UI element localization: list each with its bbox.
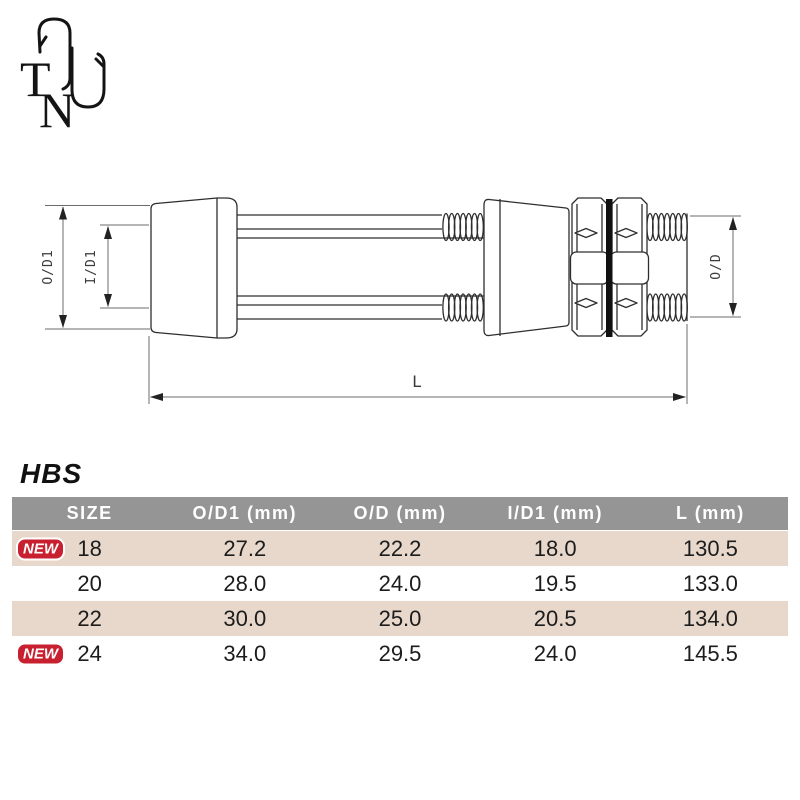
od1-value: 34.0 <box>223 640 267 666</box>
dimension-id1-label: I/D1 <box>84 249 99 284</box>
size-value: 22 <box>77 605 102 631</box>
thread-section-left <box>442 212 484 322</box>
compression-body <box>483 198 570 337</box>
l-value: 133.0 <box>682 570 738 596</box>
od1-value: 30.0 <box>223 605 267 631</box>
id1-value: 20.5 <box>533 605 577 631</box>
logo-letter-t: T <box>20 51 51 107</box>
od1-value: 28.0 <box>223 570 267 596</box>
size-cell: NEW 24 <box>12 636 167 671</box>
dimension-od1-label: O/D1 <box>41 249 56 284</box>
seal-band <box>606 199 613 337</box>
thread-section-right <box>646 212 688 322</box>
size-cell: 20 <box>12 566 167 601</box>
spec-table-header: SIZE O/D1 (mm) O/D (mm) I/D1 (mm) L (mm) <box>12 497 788 530</box>
dimension-id1 <box>100 224 149 309</box>
brand-logo: T N <box>20 17 106 136</box>
new-badge: NEW <box>16 537 65 560</box>
size-value: 20 <box>77 570 102 596</box>
header-l: L (mm) <box>676 503 745 523</box>
od-value: 29.5 <box>378 640 422 666</box>
size-cell: NEW 18 <box>12 531 167 566</box>
table-row: 22 30.0 25.0 20.5 134.0 <box>12 601 788 636</box>
table-row: NEW 24 34.0 29.5 24.0 145.5 <box>12 636 788 671</box>
table-row: NEW 18 27.2 22.2 18.0 130.5 <box>12 531 788 566</box>
hose-tail-cap <box>150 197 238 339</box>
id1-value: 24.0 <box>533 640 577 666</box>
new-badge: NEW <box>16 642 65 665</box>
dimension-od1 <box>45 205 150 330</box>
id1-value: 19.5 <box>533 570 577 596</box>
tube-inner-lines <box>237 237 484 297</box>
l-value: 134.0 <box>682 605 738 631</box>
dimension-length <box>148 324 688 404</box>
header-size: SIZE <box>66 503 113 523</box>
fish-hook-icon <box>70 46 106 109</box>
dimension-od <box>690 215 741 318</box>
header-od1: O/D1 (mm) <box>192 503 298 523</box>
hex-nut-1 <box>569 197 610 337</box>
table-row: 20 28.0 24.0 19.5 133.0 <box>12 566 788 601</box>
l-value: 130.5 <box>682 535 738 561</box>
dimension-length-label: L <box>412 372 422 391</box>
logo-letter-n: N <box>39 82 75 136</box>
series-title: HBS <box>20 458 83 489</box>
fish-hook-icon <box>37 17 72 91</box>
l-value: 145.5 <box>682 640 738 666</box>
od1-value: 27.2 <box>223 535 267 561</box>
od-value: 24.0 <box>378 570 422 596</box>
size-value: 24 <box>77 640 102 666</box>
header-od: O/D (mm) <box>353 503 447 523</box>
od-value: 22.2 <box>378 535 422 561</box>
hex-nut-2 <box>609 197 650 337</box>
spec-table: SIZE O/D1 (mm) O/D (mm) I/D1 (mm) L (mm)… <box>12 497 788 671</box>
dimension-od-label: O/D <box>709 253 724 279</box>
size-cell: 22 <box>12 601 167 636</box>
id1-value: 18.0 <box>533 535 577 561</box>
od-value: 25.0 <box>378 605 422 631</box>
size-value: 18 <box>77 535 102 561</box>
tube-body <box>237 214 442 320</box>
header-id1: I/D1 (mm) <box>507 503 603 523</box>
